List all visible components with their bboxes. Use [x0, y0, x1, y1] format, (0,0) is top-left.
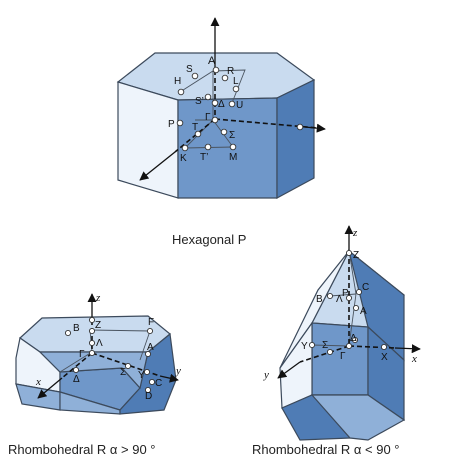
ro-points: [64, 316, 156, 394]
hex-dashed-x: [214, 118, 319, 129]
hex-points: [176, 66, 304, 152]
hex-label-K: K: [180, 153, 187, 164]
hex-label-T-prime: T’: [200, 152, 208, 163]
hex-label-Delta: Δ: [218, 99, 225, 110]
ra-label-P: P: [342, 288, 349, 299]
ro-label-Z: Z: [95, 320, 101, 331]
ra-y-axis: [277, 361, 301, 379]
ro-dashed-x: [61, 352, 93, 379]
ro-label-z: z: [95, 292, 101, 304]
ra-dashed-y: [299, 345, 350, 363]
ro-x-axis: [37, 377, 63, 399]
hex-right-face: [276, 79, 315, 200]
hex-label-L: L: [233, 76, 239, 87]
ro-label-Lambda: Λ: [96, 338, 103, 349]
rhombo-acute-zone: z Z B Λ P C A Y Σ Δ Γ X x y Rhombohedral…: [252, 225, 421, 457]
hexagonal-zone: A S R H L S’ U Δ P Γ Σ T K T’ M Hexagona…: [116, 17, 326, 247]
ro-label-B: B: [73, 323, 80, 334]
ra-label-X: X: [381, 352, 388, 363]
hex-label-S: S: [186, 64, 193, 75]
ro-label-D: D: [145, 391, 152, 402]
ro-label-F: F: [148, 317, 154, 328]
ra-label-B: B: [316, 294, 323, 305]
caption-hexagonal: Hexagonal P: [172, 232, 246, 247]
ra-label-z: z: [352, 227, 358, 239]
ro-label-Delta: Δ: [73, 374, 80, 385]
ra-label-A: A: [360, 306, 367, 317]
ro-label-A: A: [147, 342, 154, 353]
ra-label-Y: Y: [301, 341, 308, 352]
ro-label-Sigma: Σ: [120, 367, 126, 378]
hex-label-R: R: [227, 66, 234, 77]
ra-points: [308, 249, 388, 356]
hex-label-H: H: [174, 76, 181, 87]
ro-label-C: C: [155, 378, 162, 389]
ro-label-Gamma: Γ: [79, 349, 85, 360]
caption-rhombo-acute: Rhombohedral R α < 90 °: [252, 442, 400, 457]
ro-label-x: x: [35, 376, 41, 388]
hex-label-P: P: [168, 119, 175, 130]
ra-label-Gamma: Γ: [340, 351, 346, 362]
ra-label-Sigma: Σ: [322, 340, 328, 351]
hex-label-A: A: [208, 55, 216, 67]
hex-left-face: [117, 81, 179, 199]
hex-label-S-prime: S’: [195, 96, 204, 107]
hex-label-M: M: [229, 152, 237, 163]
ra-label-Delta: Δ: [350, 333, 357, 344]
hex-dashed-y: [174, 118, 216, 153]
caption-rhombo-obtuse: Rhombohedral R α > 90 °: [8, 442, 156, 457]
hex-label-Sigma: Σ: [229, 130, 235, 141]
ra-label-Z: Z: [353, 250, 359, 261]
ra-label-C: C: [362, 282, 369, 293]
hex-diag-axis: [139, 151, 176, 181]
ra-label-x: x: [411, 353, 417, 365]
ro-label-Y: Y: [138, 370, 145, 381]
ra-label-Lambda: Λ: [336, 294, 343, 305]
hex-label-Gamma: Γ: [205, 112, 211, 123]
hex-label-U: U: [236, 100, 243, 111]
hex-label-T: T: [192, 122, 198, 133]
hex-inner-lines: [179, 69, 246, 104]
ra-label-y: y: [263, 369, 269, 381]
rhombo-obtuse-zone: z B Z F Λ Γ A Δ Σ Y C D x y Rhombohedral…: [8, 292, 181, 457]
ro-label-y: y: [175, 365, 181, 377]
